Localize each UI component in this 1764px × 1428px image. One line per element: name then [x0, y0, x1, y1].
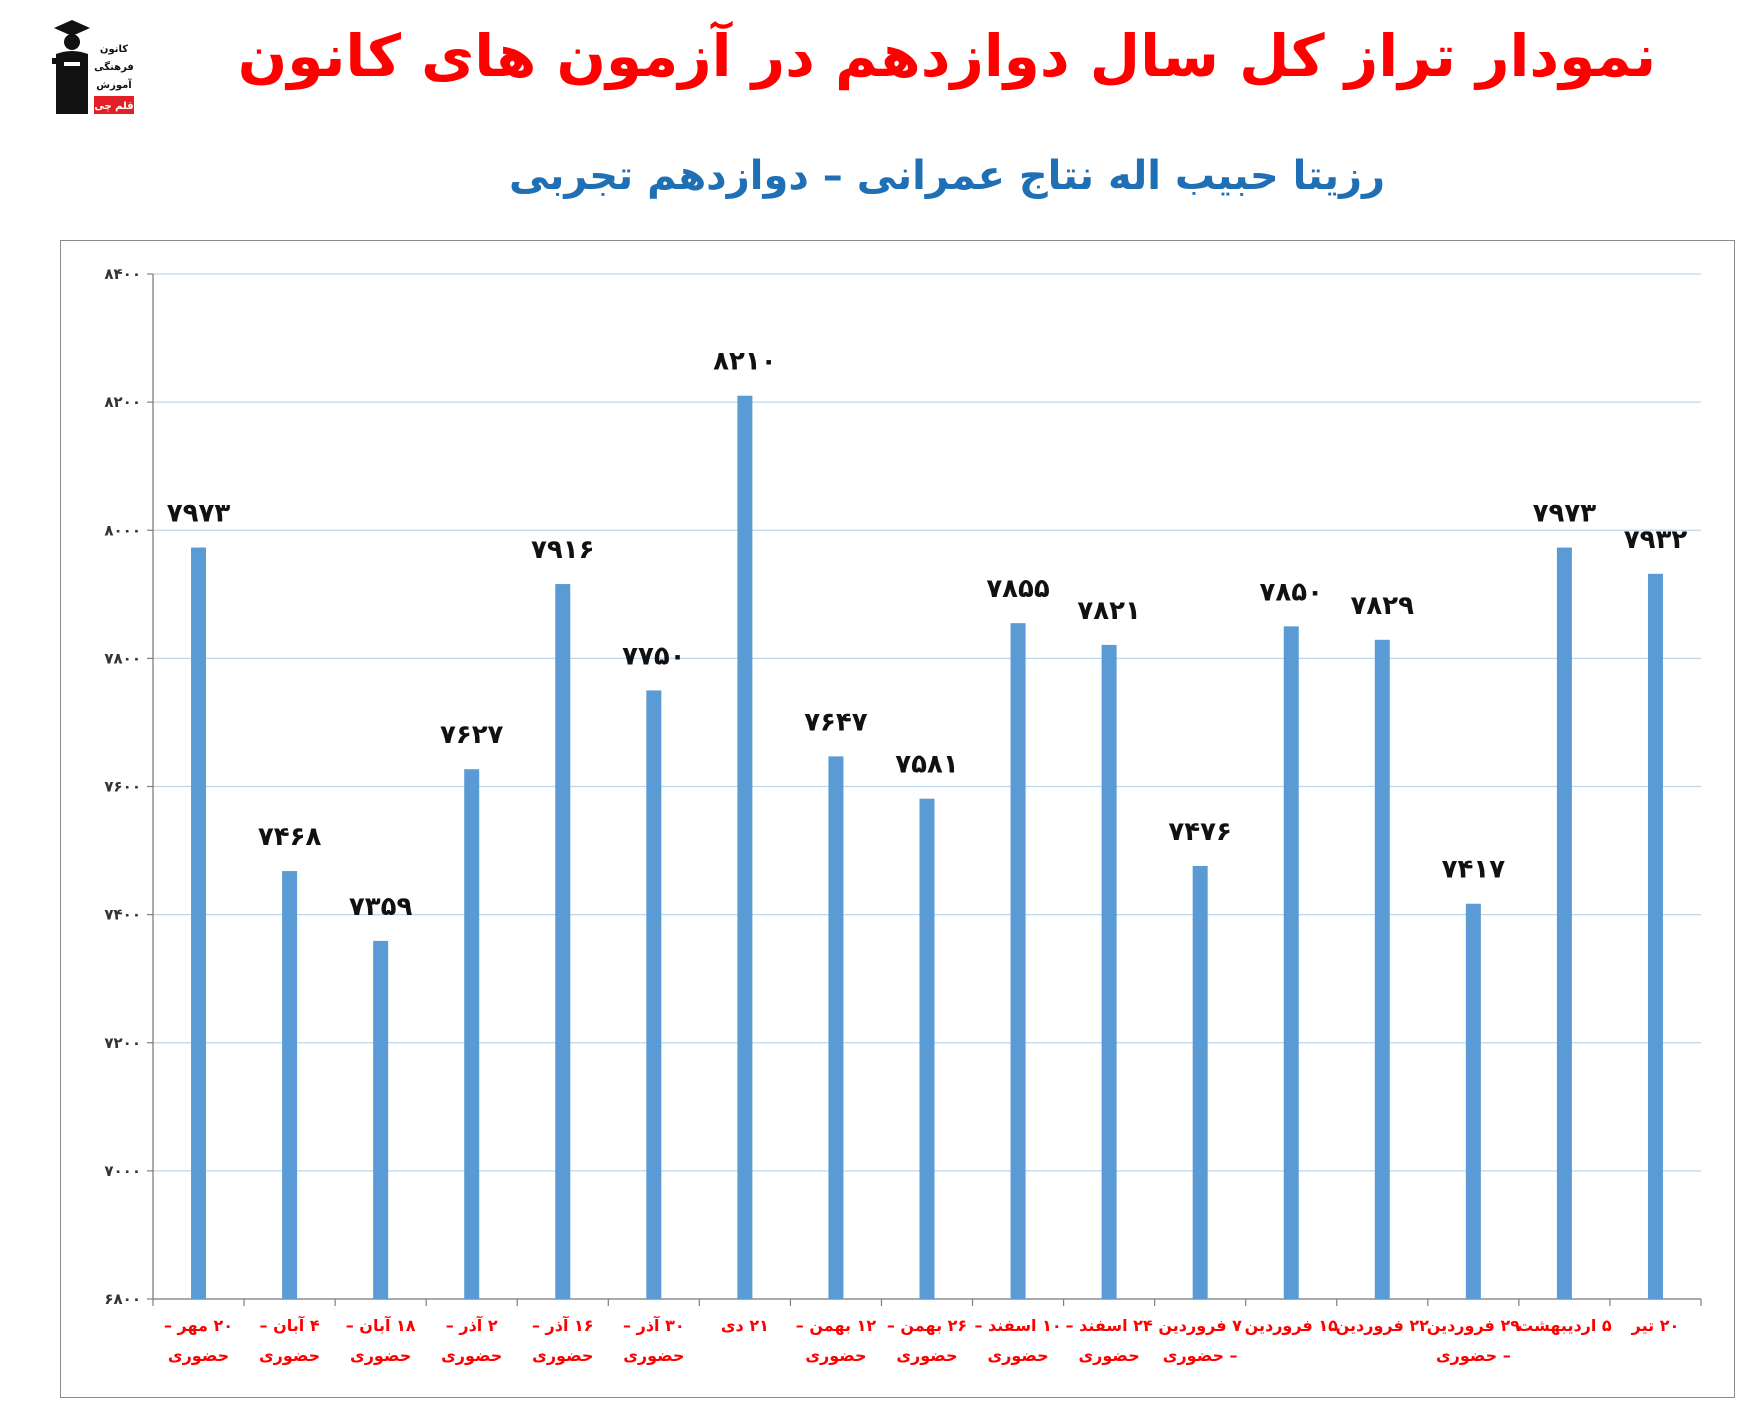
- data-label: ۸۲۱۰: [713, 347, 776, 377]
- x-tick-label: ۱۵ فروردین: [1245, 1316, 1339, 1335]
- y-tick-label: ۷۴۰۰: [104, 906, 141, 924]
- x-tick-label: ۱۲ بهمن –: [796, 1316, 877, 1335]
- x-tick-label: ۱۸ آبان –: [346, 1315, 416, 1335]
- x-tick-label: حضوری: [1079, 1346, 1140, 1365]
- bar: [191, 547, 207, 1299]
- x-tick-label: ۲۴ اسفند –: [1066, 1316, 1153, 1335]
- logo-line-1: کانون: [100, 44, 128, 55]
- data-label: ۷۵۸۱: [895, 750, 958, 780]
- data-label: ۷۹۷۳: [1533, 499, 1597, 529]
- x-tick-label: حضوری: [441, 1346, 502, 1365]
- bar: [1010, 623, 1026, 1299]
- x-tick-label: ۲۱ دی: [721, 1316, 769, 1335]
- data-label: ۷۴۶۸: [258, 822, 322, 852]
- data-label: ۷۸۵۰: [1259, 577, 1322, 607]
- x-tick-label: – حضوری: [1163, 1346, 1238, 1365]
- y-tick-label: ۷۲۰۰: [104, 1034, 141, 1052]
- bar: [373, 940, 389, 1299]
- data-label: ۷۳۵۹: [349, 892, 413, 922]
- x-tick-label: ۱۶ آذر –: [532, 1315, 594, 1335]
- y-tick-label: ۸۴۰۰: [104, 265, 141, 283]
- x-tick-label: ۲۰ تیر: [1631, 1316, 1680, 1335]
- logo-line-4: قلم چی: [94, 101, 133, 112]
- data-label: ۷۹۳۲: [1624, 525, 1688, 555]
- bar: [919, 798, 935, 1299]
- x-tick-label: حضوری: [896, 1346, 957, 1365]
- data-label: ۷۶۲۷: [440, 720, 504, 750]
- x-tick-label: حضوری: [987, 1346, 1048, 1365]
- x-tick-label: ۲ آذر –: [446, 1315, 498, 1335]
- y-tick-label: ۷۰۰۰: [104, 1162, 141, 1180]
- y-tick-label: ۷۶۰۰: [104, 778, 141, 796]
- bar: [464, 769, 480, 1299]
- x-tick-label: حضوری: [350, 1346, 411, 1365]
- x-tick-label: ۲۶ بهمن –: [887, 1316, 967, 1335]
- x-tick-label: ۲۲ فروردین: [1336, 1316, 1430, 1335]
- data-label: ۷۸۲۹: [1351, 591, 1415, 621]
- bar: [1101, 644, 1117, 1299]
- x-tick-label: ۷ فروردین: [1158, 1316, 1242, 1335]
- bar: [1465, 903, 1481, 1299]
- bar: [555, 584, 571, 1299]
- data-label: ۷۸۲۱: [1077, 596, 1140, 626]
- y-tick-label: ۶۸۰۰: [104, 1290, 141, 1308]
- x-tick-label: حضوری: [623, 1346, 684, 1365]
- x-tick-label: ۱۰ اسفند –: [974, 1316, 1061, 1335]
- chart-subtitle: رزیتا حبیب اله نتاج عمرانی – دوازدهم تجر…: [508, 153, 1386, 199]
- x-tick-label: حضوری: [168, 1346, 229, 1365]
- data-label: ۷۶۴۷: [804, 707, 868, 737]
- x-tick-label: ۳۰ آذر –: [623, 1315, 685, 1335]
- data-label: ۷۴۷۶: [1168, 817, 1231, 847]
- x-tick-label: ۲۰ مهر –: [164, 1316, 233, 1335]
- logo-line-2: فرهنگی: [94, 60, 134, 73]
- x-tick-label: حضوری: [532, 1346, 593, 1365]
- data-label: ۷۸۵۵: [986, 574, 1050, 604]
- data-label: ۷۹۷۳: [167, 499, 231, 529]
- bar: [646, 690, 662, 1299]
- x-tick-label: حضوری: [805, 1346, 866, 1365]
- bar: [1556, 547, 1572, 1299]
- bar: [1283, 626, 1299, 1299]
- data-label: ۷۹۱۶: [531, 535, 594, 565]
- x-tick-label: – حضوری: [1436, 1346, 1511, 1365]
- y-tick-label: ۸۲۰۰: [104, 393, 141, 411]
- graduate-icon: کانون فرهنگی آموزش قلم چی: [52, 20, 134, 114]
- y-tick-label: ۷۸۰۰: [104, 649, 141, 667]
- x-tick-label: ۲۹ فروردین: [1427, 1316, 1521, 1335]
- y-tick-label: ۸۰۰۰: [104, 521, 141, 539]
- data-label: ۷۴۱۷: [1442, 855, 1506, 885]
- bar: [1192, 865, 1208, 1299]
- chart-area: ۶۸۰۰ ۷۰۰۰ ۷۲۰۰ ۷۴۰۰ ۷۶۰۰ ۷۸۰۰ ۸۰۰۰ ۸۲۰۰ ۸۴۰۰ ۷۹۷۳…: [60, 240, 1735, 1398]
- bar: [1374, 639, 1390, 1299]
- x-tick-label: حضوری: [259, 1346, 320, 1365]
- bar: [828, 756, 844, 1299]
- bar: [737, 395, 753, 1299]
- kanoon-logo: کانون فرهنگی آموزش قلم چی: [50, 18, 140, 126]
- chart-title: نمودار تراز کل سال دوازدهم در آزمون های …: [237, 22, 1657, 90]
- x-tick-label: ۴ آبان –: [260, 1315, 320, 1335]
- bar-chart: ۶۸۰۰ ۷۰۰۰ ۷۲۰۰ ۷۴۰۰ ۷۶۰۰ ۷۸۰۰ ۸۰۰۰ ۸۲۰۰ ۸۴۰۰ ۷۹۷۳…: [104, 265, 1702, 1365]
- x-tick-label: ۵ اردیبهشت: [1517, 1316, 1612, 1335]
- logo-line-3: آموزش: [96, 78, 132, 91]
- bar: [282, 871, 298, 1299]
- bar: [1647, 573, 1663, 1299]
- data-label: ۷۷۵۰: [622, 641, 685, 671]
